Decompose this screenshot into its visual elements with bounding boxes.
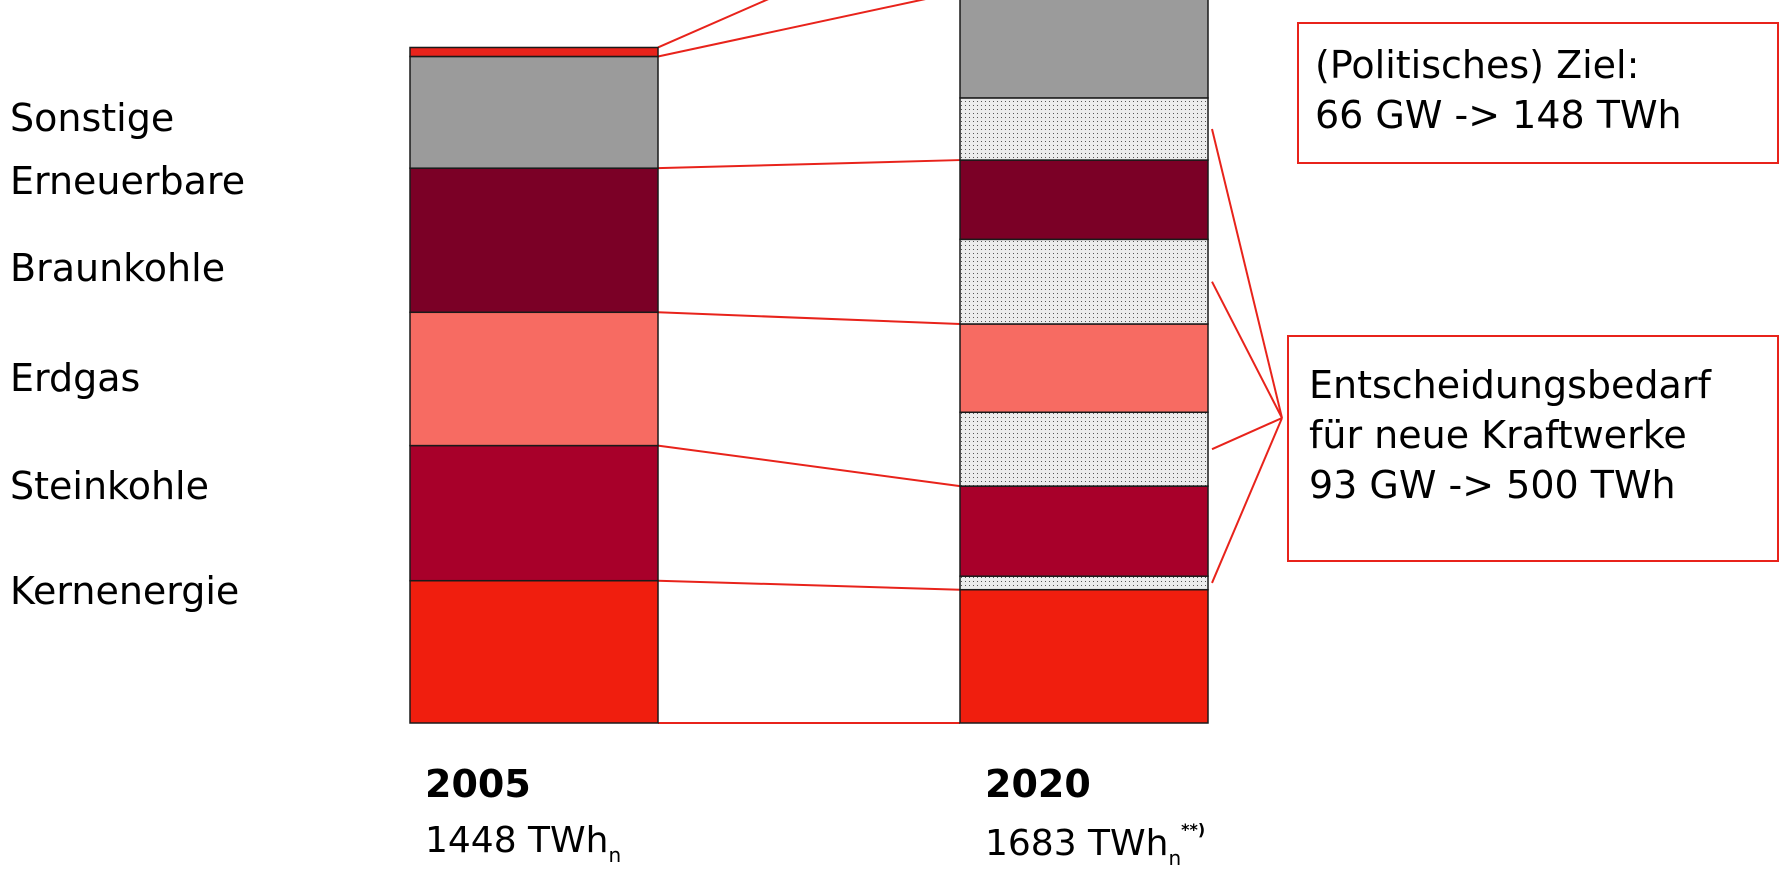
connector-line-braunkohle [657,159,961,170]
bar-2005-steinkohle [409,444,659,582]
bar-2005-erdgas [409,311,659,447]
decision-callout-leader-4 [1211,128,1283,419]
category-label-kernenergie: Kernenergie [10,569,240,613]
decision-callout-leader-3 [1211,281,1283,419]
connector-line-steinkohle [657,444,961,488]
connector-line-kernenergie [657,579,961,591]
bar-2020-erneuerbare [959,0,1209,99]
goal-callout-line2: 66 GW -> 148 TWh [1315,93,1682,137]
category-label-sonstige: Sonstige [10,96,175,140]
bar-2005-sonstige [409,46,659,58]
total-value-2020: 1683 TWh [985,823,1169,864]
decision-callout-leader-2 [1211,417,1283,451]
connector-line-erdgas [657,311,961,325]
goal-callout: (Politisches) Ziel: 66 GW -> 148 TWh [1297,22,1779,164]
bar-2020-kernenergie [959,588,1209,724]
category-label-steinkohle: Steinkohle [10,464,209,508]
connector-line-sonstige [657,0,769,49]
decision-callout-line2: für neue Kraftwerke [1309,413,1687,457]
bar-2020-steinkohle [959,485,1209,577]
bar-2005-erneuerbare [409,55,659,169]
bar-2020-new-capacity-braunkohle [959,97,1209,161]
total-label-2020: 1683 TWhn **) [985,820,1205,870]
goal-callout-line1: (Politisches) Ziel: [1315,43,1640,87]
category-label-braunkohle: Braunkohle [10,246,226,290]
total-label-2005: 1448 TWhn [425,820,621,867]
decision-callout-line3: 93 GW -> 500 TWh [1309,463,1676,507]
bar-2005-kernenergie [409,579,659,724]
total-value-2005: 1448 TWh [425,820,609,861]
decision-callout: Entscheidungsbedarf für neue Kraftwerke … [1287,335,1779,562]
total-sup-2020: **) [1181,820,1206,839]
bar-2020-new-capacity-kernenergie [959,575,1209,591]
total-sub-2005: n [608,843,622,867]
decision-callout-line1: Entscheidungsbedarf [1309,363,1711,407]
bar-2005-braunkohle [409,167,659,314]
bar-2020-erdgas [959,323,1209,414]
category-label-erneuerbare: Erneuerbare [10,159,246,203]
year-label-2005: 2005 [425,762,531,806]
category-label-erdgas: Erdgas [10,356,141,400]
total-sub-2020: n [1168,846,1182,870]
decision-callout-leader-1 [1211,417,1283,584]
bar-2020-new-capacity-erdgas [959,238,1209,325]
bar-2020-new-capacity-steinkohle [959,411,1209,487]
year-label-2020: 2020 [985,762,1091,806]
bar-2020-braunkohle [959,159,1209,241]
connector-line-erneuerbare [657,0,926,58]
